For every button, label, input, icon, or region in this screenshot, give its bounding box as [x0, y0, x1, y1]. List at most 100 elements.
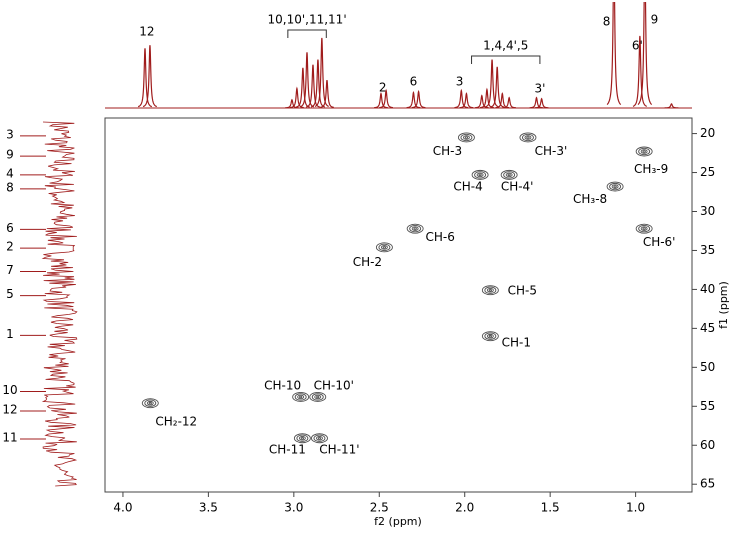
proton-peak: [374, 92, 388, 109]
cross-peak-label: CH-10: [264, 378, 301, 392]
proton-peak: [632, 35, 647, 107]
contour: [457, 132, 475, 143]
contour: [380, 245, 388, 250]
proton-peak: [314, 37, 329, 108]
proton-peak: [502, 96, 517, 109]
y-tick-label: 25: [700, 165, 715, 179]
cross-peak-label: CH-10': [314, 378, 354, 392]
contour: [613, 185, 617, 188]
cross-peak: [309, 391, 327, 402]
contour: [609, 182, 622, 191]
x-tick-label: 1.0: [626, 501, 645, 515]
carbon-label: 6: [6, 221, 14, 235]
cross-peak: [471, 169, 489, 180]
contour: [507, 173, 511, 177]
contour: [474, 171, 487, 179]
contour: [316, 395, 320, 399]
proton-peak: [142, 45, 158, 108]
proton-label: 8: [603, 15, 611, 29]
contour: [409, 224, 422, 233]
contour: [411, 226, 419, 231]
contour: [296, 434, 309, 442]
y-axis-title: f1 (ppm): [717, 281, 730, 329]
cross-peak: [293, 433, 311, 444]
cross-peak: [141, 398, 159, 409]
contour: [375, 242, 393, 253]
carbon-label: 7: [6, 263, 14, 277]
contour: [462, 135, 470, 140]
contour: [300, 436, 305, 440]
cross-peak: [292, 391, 310, 402]
carbon-label: 5: [6, 287, 14, 301]
proton-label: 1,4,4',5: [483, 39, 528, 53]
proton-peak: [305, 64, 320, 108]
contour: [505, 172, 513, 178]
contour: [471, 169, 489, 180]
cross-peak: [500, 169, 518, 180]
cross-peak: [635, 223, 653, 234]
proton-peak: [299, 52, 315, 108]
contour: [481, 331, 499, 342]
cross-peak: [519, 132, 537, 143]
carbon-label: 9: [6, 148, 14, 162]
contour: [309, 391, 327, 402]
proton-label: 3': [534, 82, 545, 96]
proton-peak: [485, 59, 500, 108]
contour: [146, 400, 154, 406]
plot-frame: [104, 117, 693, 493]
proton-label: 6': [632, 39, 643, 53]
contour: [382, 246, 387, 249]
contour: [500, 169, 518, 180]
y-tick-label: 50: [700, 360, 715, 374]
cross-peak-label: CH-6': [643, 235, 676, 249]
contour: [526, 136, 530, 139]
contour: [642, 227, 646, 230]
proton-label: 3: [456, 75, 464, 89]
proton-peak: [411, 89, 426, 109]
cross-peak-label: CH-1: [502, 336, 531, 350]
proton-peak: [606, 2, 622, 106]
contour: [311, 433, 328, 444]
carbon-label: 2: [6, 240, 14, 254]
contour: [294, 393, 307, 401]
contour: [486, 333, 494, 339]
cross-peak-label: CH₃-8: [573, 192, 607, 206]
proton-peak: [495, 92, 510, 109]
contour: [640, 226, 648, 231]
cross-peak-label: CH-6: [425, 230, 454, 244]
cross-peak: [481, 331, 499, 342]
cross-peak-label: CH₂-12: [155, 415, 197, 429]
x-tick-label: 4.0: [113, 501, 132, 515]
label-bracket: [287, 29, 327, 38]
cross-peak-label: CH-3: [433, 144, 462, 158]
cross-peak: [635, 146, 653, 157]
carbon-label: 8: [6, 180, 14, 194]
cross-peak: [457, 132, 475, 143]
proton-label: 2: [379, 81, 387, 95]
cross-peak-label: CH-2: [353, 255, 382, 269]
y-tick-label: 30: [700, 204, 715, 218]
contour: [484, 286, 497, 294]
x-tick-label: 3.5: [199, 501, 218, 515]
carbon-projection: [41, 121, 78, 487]
contour: [297, 394, 305, 400]
label-bracket: [471, 55, 541, 64]
contour: [292, 391, 310, 402]
contour: [293, 433, 311, 444]
proton-peak: [137, 48, 153, 108]
cross-peak-label: CH-11': [319, 443, 359, 457]
cross-peak-label: CH-4: [453, 179, 482, 193]
contour: [481, 285, 499, 296]
proton-label: 12: [139, 25, 154, 39]
y-tick-label: 40: [700, 282, 715, 296]
proton-label: 6: [410, 75, 418, 89]
contour: [144, 399, 157, 407]
contour: [316, 435, 323, 441]
y-tick-label: 65: [700, 477, 715, 491]
contour: [611, 184, 619, 189]
x-tick-label: 1.5: [541, 501, 560, 515]
proton-spectrum: [137, 2, 679, 109]
cross-peak-label: CH-5: [508, 284, 537, 298]
x-tick-label: 3.0: [284, 501, 303, 515]
